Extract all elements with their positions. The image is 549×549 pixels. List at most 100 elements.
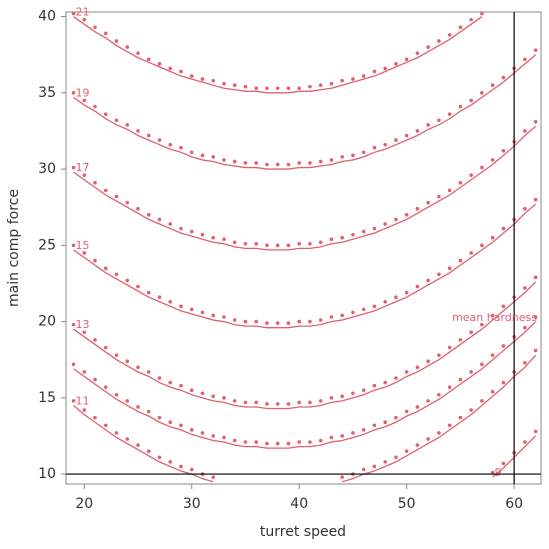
contour-dot: [404, 409, 409, 414]
contour-dot: [415, 51, 420, 55]
contour-label: 13: [76, 318, 90, 331]
contour-dot: [383, 420, 387, 425]
contour-dot: [351, 310, 355, 315]
contour-dot: [480, 243, 484, 248]
contour-dot: [351, 77, 355, 81]
contour-label: 17: [76, 161, 90, 174]
contour-dot: [71, 243, 76, 248]
contour-dot: [308, 161, 312, 165]
contour-dot: [200, 77, 205, 81]
contour-dot: [179, 304, 183, 309]
contour-dot: [372, 423, 377, 428]
contour-dot: [114, 392, 119, 397]
contour-dot: [372, 69, 377, 74]
contour-dot: [415, 365, 420, 370]
contour-dot: [71, 399, 76, 403]
contour-dot: [168, 142, 173, 147]
contour-dot: [232, 438, 237, 443]
contour-dot: [157, 138, 162, 142]
contour-dot: [383, 460, 387, 464]
contour-dot: [254, 319, 259, 324]
contour-line: [73, 203, 537, 329]
contour-dot: [404, 213, 409, 217]
contour-dot: [200, 391, 205, 396]
contour-dot: [168, 66, 173, 71]
contour-dot: [437, 353, 441, 357]
contour-dot: [243, 84, 248, 89]
contour-dot: [329, 396, 334, 400]
annotation: mean hardness: [452, 311, 537, 324]
contour-dot: [179, 145, 183, 150]
overlay-layer: 21 19 17 15 13 11 9 mean hardness: [66, 6, 541, 484]
contour-dot: [211, 434, 216, 438]
contour-dot: [168, 460, 173, 464]
contour-dot: [318, 240, 323, 245]
contour-dot: [426, 278, 430, 283]
contour-dot: [533, 429, 538, 434]
contour-dot: [136, 206, 140, 211]
contour-dot: [437, 272, 441, 277]
contour-dot: [329, 158, 334, 162]
contour-label: 11: [76, 394, 90, 407]
contour-dot: [211, 235, 216, 240]
contour-dot: [329, 435, 334, 440]
contour-dot: [179, 383, 183, 388]
contour-dot: [254, 440, 259, 444]
contour-dot: [211, 313, 216, 318]
contour-dot: [254, 86, 259, 91]
contour-dot: [93, 258, 97, 263]
contour-dot: [340, 394, 344, 399]
contour-dot: [125, 437, 130, 441]
contour-dot: [254, 242, 259, 246]
contour-dot: [490, 83, 495, 88]
contour-dot: [480, 12, 484, 16]
contour-dot: [318, 83, 323, 88]
contour-dot: [103, 188, 108, 193]
contour-dot: [189, 150, 194, 155]
contour-dot: [71, 322, 76, 327]
contour-dot: [157, 376, 162, 380]
contour-dot: [437, 431, 441, 435]
contour-dot: [523, 57, 527, 62]
contour-dot: [490, 353, 495, 357]
contour-dot: [458, 181, 463, 185]
contour-dot: [404, 290, 409, 295]
contour-dot: [93, 181, 97, 185]
contour-dot: [501, 148, 506, 153]
contour-dot: [372, 145, 377, 150]
contour-dot: [415, 284, 420, 289]
contour-dot: [458, 338, 463, 342]
contour-dot: [275, 243, 280, 248]
contour-dot: [136, 284, 140, 289]
contour-dot: [361, 74, 366, 78]
contour-dot: [351, 232, 355, 237]
contour-dot: [394, 217, 398, 222]
contour-dot: [340, 78, 344, 83]
contour-dot: [533, 197, 538, 202]
contour-dot: [297, 400, 302, 405]
contour-dot: [200, 153, 205, 158]
contour-dot: [372, 304, 377, 309]
contour-dot: [340, 434, 344, 438]
contour-label: 15: [76, 239, 90, 252]
contour-dot: [114, 194, 119, 199]
contour-dot: [275, 162, 280, 167]
contour-dot: [82, 330, 87, 335]
contour-dot: [82, 173, 87, 177]
contour-dot: [286, 321, 291, 325]
contour-dot: [136, 51, 140, 55]
contour-dot: [222, 237, 226, 242]
contour-dot: [329, 237, 334, 242]
contour-dot: [318, 159, 323, 164]
contour-dot: [297, 319, 302, 324]
contour-dot: [275, 321, 280, 325]
contour-dot: [351, 431, 355, 435]
contour-dot: [146, 133, 151, 138]
contour-dot: [168, 222, 173, 226]
contour-dot: [146, 57, 151, 62]
contour-dot: [308, 440, 312, 444]
contour-dot: [447, 266, 452, 271]
contour-dot: [189, 307, 194, 312]
contour-dot: [297, 161, 302, 165]
